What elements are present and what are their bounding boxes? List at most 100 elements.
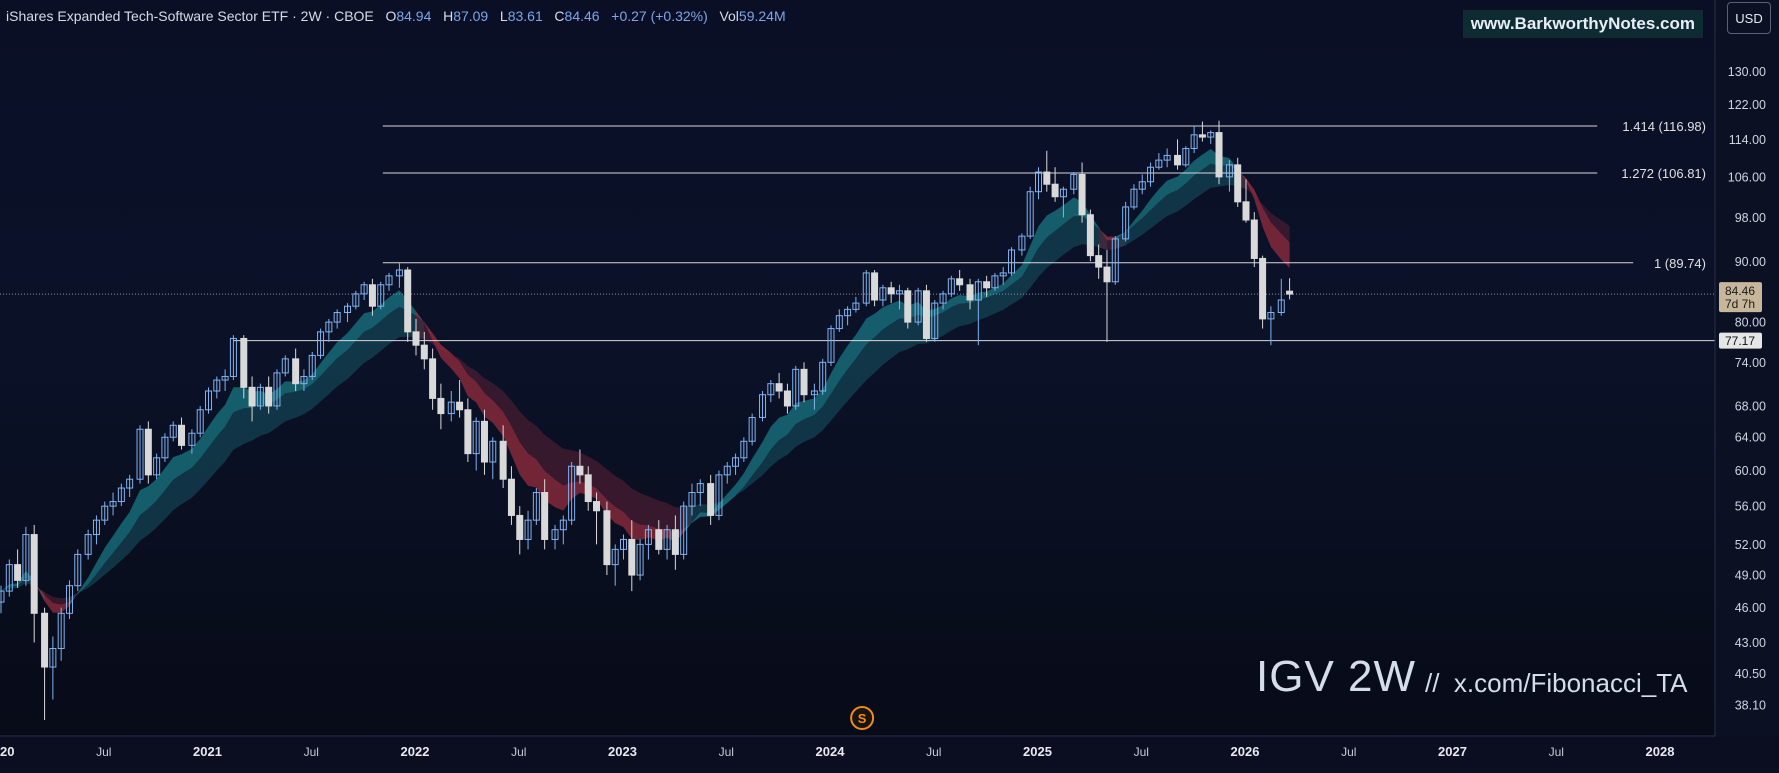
candle-body-107 [922, 290, 930, 339]
candle-body-11 [92, 519, 100, 536]
candle-body-17 [144, 428, 152, 476]
candle-body-4 [30, 534, 38, 614]
candle-body-145 [1250, 219, 1258, 259]
candle-body-74 [636, 543, 644, 576]
candle-body-104 [895, 290, 903, 295]
candle-body-75 [644, 529, 652, 545]
candle-body-86 [740, 440, 748, 459]
candle-body-100 [862, 272, 870, 304]
y-tick-8: 68.00 [1735, 399, 1766, 413]
y-tick-16: 40.50 [1735, 667, 1766, 681]
candle-body-92 [792, 368, 800, 407]
candle-body-58 [499, 440, 507, 480]
x-tick-7: Jul [719, 745, 734, 759]
candle-body-2 [14, 564, 22, 581]
y-tick-15: 43.00 [1735, 636, 1766, 650]
currency-button[interactable]: USD [1727, 2, 1771, 34]
candle-body-123 [1059, 188, 1067, 198]
ribbon-inner-3 [416, 311, 692, 542]
volume-label: Vol [719, 8, 739, 24]
candle-body-96 [827, 328, 835, 363]
candle-body-49 [420, 344, 428, 360]
fib-label-2: 1 (89.74) [1654, 256, 1706, 271]
y-tick-7: 74.00 [1735, 356, 1766, 370]
candle-body-5 [41, 612, 49, 668]
high-value: 87.09 [453, 8, 489, 24]
candle-body-138 [1190, 134, 1198, 149]
candle-body-39 [333, 312, 341, 323]
candle-body-14 [117, 487, 125, 503]
candle-body-139 [1198, 134, 1206, 138]
candle-body-126 [1086, 214, 1094, 257]
candle-body-20 [169, 424, 177, 438]
candle-body-47 [404, 269, 412, 333]
candle-body-105 [904, 290, 912, 323]
candle-body-77 [663, 529, 671, 550]
support-price-value: 77.17 [1725, 334, 1755, 348]
candle-body-13 [109, 501, 117, 507]
candle-body-84 [723, 465, 731, 476]
candle-body-142 [1225, 164, 1233, 178]
candle-body-111 [956, 278, 964, 286]
candle-body-91 [783, 390, 791, 407]
x-tick-2: 2021 [193, 744, 222, 759]
candle-body-23 [196, 409, 204, 434]
x-tick-5: Jul [511, 745, 526, 759]
candle-body-59 [507, 478, 515, 516]
fib-label-0: 1.414 (116.98) [1622, 119, 1706, 134]
candle-body-121 [1043, 171, 1051, 185]
candle-body-37 [317, 331, 325, 356]
x-tick-9: Jul [926, 745, 941, 759]
candle-body-85 [732, 457, 740, 467]
candle-body-90 [775, 383, 783, 392]
candle-body-112 [966, 284, 974, 301]
y-tick-3: 106.00 [1728, 170, 1766, 184]
candle-body-89 [767, 383, 775, 396]
candle-body-15 [126, 478, 134, 489]
y-tick-5: 90.00 [1735, 255, 1766, 269]
candle-body-0 [0, 590, 5, 603]
legend-title: iShares Expanded Tech-Software Sector ET… [6, 8, 374, 24]
candle-body-101 [871, 272, 879, 301]
candle-body-88 [759, 394, 767, 418]
ribbon-outer-4 [683, 216, 1107, 529]
ribbon-inner-4 [683, 197, 1107, 533]
candle-body-130 [1122, 206, 1130, 240]
candle-body-131 [1130, 188, 1138, 208]
candle-body-140 [1207, 132, 1215, 138]
candle-body-149 [1286, 290, 1294, 295]
candle-body-28 [240, 337, 248, 388]
candle-body-118 [1018, 235, 1026, 251]
x-tick-8: 2024 [816, 744, 846, 759]
candle-body-97 [835, 315, 843, 330]
candle-body-12 [101, 505, 109, 521]
candle-body-61 [524, 519, 532, 540]
x-tick-10: 2025 [1023, 744, 1052, 759]
y-tick-9: 64.00 [1735, 431, 1766, 445]
candle-body-38 [325, 321, 333, 333]
author-handle: // x.com/Fibonacci_TA [1425, 668, 1688, 698]
candle-body-22 [188, 432, 196, 446]
candle-body-147 [1267, 312, 1275, 320]
candle-body-122 [1051, 183, 1059, 198]
candle-body-114 [983, 281, 991, 289]
candle-body-40 [344, 305, 352, 314]
y-tick-0: 130.00 [1728, 65, 1766, 79]
candle-body-10 [84, 534, 92, 555]
candle-body-35 [300, 375, 308, 385]
candle-body-62 [532, 492, 540, 521]
candle-body-78 [671, 529, 679, 555]
candle-body-19 [161, 436, 169, 459]
candle-body-72 [620, 538, 627, 550]
candle-body-1 [5, 564, 13, 592]
candle-body-32 [273, 372, 281, 407]
bar-countdown: 7d 7h [1725, 297, 1755, 311]
ribbon-inner-5 [1098, 227, 1126, 241]
candle-body-46 [395, 269, 403, 277]
candle-body-55 [472, 420, 480, 455]
candle-body-45 [385, 275, 393, 286]
candle-body-94 [810, 390, 818, 396]
candle-body-70 [603, 510, 611, 566]
